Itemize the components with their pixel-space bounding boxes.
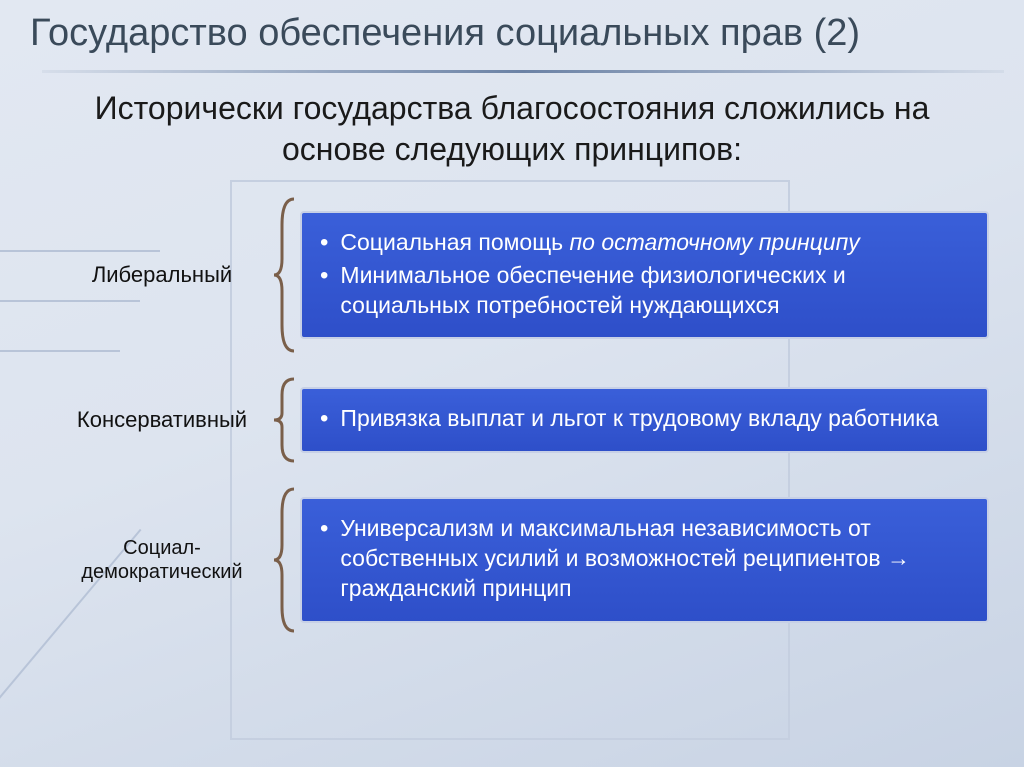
principle-row-conservative: Консервативный • Привязка выплат и льгот… bbox=[60, 375, 989, 465]
text-suffix: гражданский принцип bbox=[340, 575, 571, 601]
brace-icon bbox=[270, 195, 300, 355]
slide-title: Государство обеспечения социальных прав … bbox=[30, 12, 994, 55]
principle-label: Социал-демократический bbox=[60, 536, 270, 584]
principle-box: • Социальная помощь по остаточному принц… bbox=[300, 211, 989, 340]
item-text: Минимальное обеспечение физиологических … bbox=[340, 261, 969, 321]
slide: Государство обеспечения социальных прав … bbox=[0, 0, 1024, 767]
item-text: Привязка выплат и льгот к трудовому вкла… bbox=[340, 404, 938, 434]
bullet-icon: • bbox=[320, 228, 328, 258]
brace-icon bbox=[270, 485, 300, 635]
text-prefix: Универсализм и максимальная независимост… bbox=[340, 515, 887, 571]
title-wrap: Государство обеспечения социальных прав … bbox=[30, 12, 994, 55]
list-item: • Минимальное обеспечение физиологически… bbox=[312, 261, 969, 321]
item-text: Социальная помощь по остаточному принцип… bbox=[340, 228, 859, 258]
text-prefix: Привязка выплат и льгот к трудовому вкла… bbox=[340, 405, 938, 431]
arrow-icon: → bbox=[887, 545, 910, 571]
list-item: • Универсализм и максимальная независимо… bbox=[312, 514, 969, 604]
slide-subtitle: Исторически государства благосостояния с… bbox=[60, 88, 964, 170]
principle-row-liberal: Либеральный • Социальная помощь по остат… bbox=[60, 195, 989, 355]
principle-box: • Привязка выплат и льгот к трудовому вк… bbox=[300, 387, 989, 453]
bullet-icon: • bbox=[320, 404, 328, 434]
brace-icon bbox=[270, 375, 300, 465]
bullet-icon: • bbox=[320, 261, 328, 291]
bullet-icon: • bbox=[320, 514, 328, 544]
item-text: Универсализм и максимальная независимост… bbox=[340, 514, 969, 604]
text-prefix: Минимальное обеспечение физиологических … bbox=[340, 262, 845, 318]
text-prefix: Социальная помощь bbox=[340, 229, 569, 255]
principle-row-socdem: Социал-демократический • Универсализм и … bbox=[60, 485, 989, 635]
content-area: Либеральный • Социальная помощь по остат… bbox=[60, 195, 989, 737]
title-underline bbox=[42, 70, 1004, 73]
list-item: • Социальная помощь по остаточному принц… bbox=[312, 228, 969, 258]
list-item: • Привязка выплат и льгот к трудовому вк… bbox=[312, 404, 969, 434]
principle-label: Консервативный bbox=[60, 407, 270, 433]
principle-label: Либеральный bbox=[60, 262, 270, 288]
text-italic: по остаточному принципу bbox=[570, 229, 860, 255]
principle-box: • Универсализм и максимальная независимо… bbox=[300, 497, 989, 623]
